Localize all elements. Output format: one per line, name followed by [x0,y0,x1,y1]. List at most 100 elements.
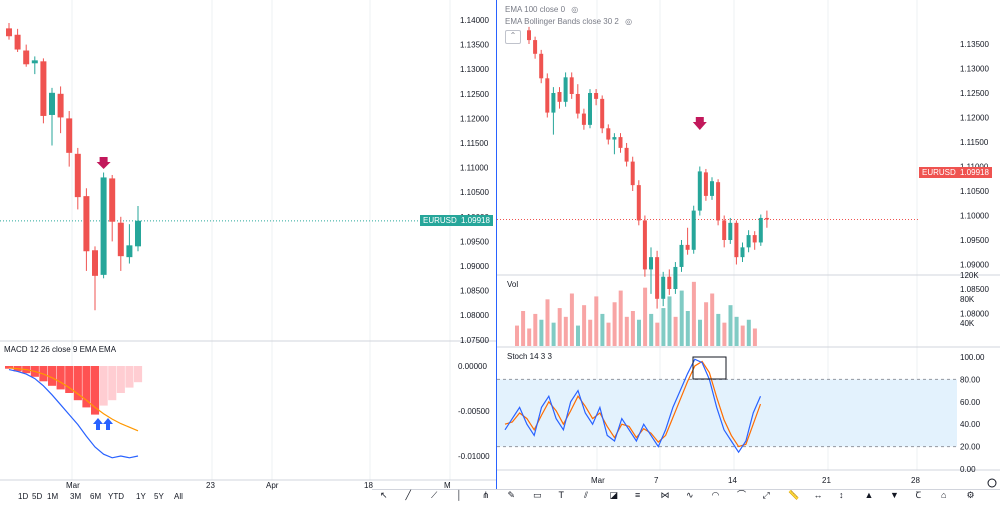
volume-bar [691,281,696,346]
fib-icon[interactable]: ≡ [635,490,641,500]
pitchfork-icon[interactable]: ⋔ [482,490,490,500]
candle [728,222,733,240]
timeframe-5y[interactable]: 5Y [154,492,164,501]
timeframe-ytd[interactable]: YTD [108,492,124,501]
candle [117,222,124,257]
price-axis-label: 1.07500 [460,336,489,345]
time-axis-label: 7 [654,476,659,485]
candle [6,28,12,37]
price-axis-label: 1.08500 [460,287,489,296]
legend-collapse-icon[interactable]: ⌃ [505,30,521,44]
rectangle-icon[interactable]: ▭ [533,490,542,500]
right-chart-canvas[interactable]: 1.135001.130001.125001.120001.115001.110… [497,0,1000,500]
right-legend: EMA 100 close 0 ◎ EMA Bollinger Bands cl… [505,4,632,44]
ray-icon[interactable]: ⟋ [431,490,438,500]
candle [649,257,653,270]
long-position-icon[interactable]: ▲ [864,490,874,500]
right-price-tag: EURUSD [919,167,959,178]
price-axis-label: 1.14000 [460,16,489,25]
stoch-axis-label: 60.00 [960,398,981,407]
candle [92,250,98,276]
eye-off-icon[interactable]: ◎ [625,17,633,26]
text-tool-icon[interactable]: Ꞇ [915,490,922,500]
left-price-tag-label: EURUSD [423,216,457,225]
legend-bollinger[interactable]: EMA Bollinger Bands close 30 2 ◎ [505,17,633,26]
candle [624,147,629,162]
candle [57,93,64,118]
macd-axis-label: -0.01000 [458,452,490,461]
volume-bar [716,313,721,346]
time-axis-label: Mar [66,481,80,490]
candle [691,210,696,250]
stoch-title: Stoch 14 3 3 [507,352,552,361]
candle [685,244,690,250]
candle [575,93,580,114]
trend-line-icon[interactable]: ╱ [405,490,411,500]
macd-histogram-bar [73,366,82,401]
volume-bar [679,290,684,346]
timeframe-1y[interactable]: 1Y [136,492,146,501]
price-axis-label: 1.10000 [960,212,989,221]
legend-ema-100[interactable]: EMA 100 close 0 ◎ [505,5,579,14]
date-range-icon[interactable]: ↔ [813,490,823,500]
timeframe-all[interactable]: All [174,492,183,501]
settings-icon[interactable]: ⚙ [966,490,975,500]
curve-icon[interactable]: ⌒ [737,490,747,500]
price-range-icon[interactable]: ↕ [839,490,844,500]
candle [630,161,635,186]
ruler-icon[interactable]: 📏 [788,490,800,500]
macd-histogram-bar [134,366,143,383]
volume-bar [557,308,562,346]
vertical-line-icon[interactable]: │ [456,490,463,500]
timeframe-3m[interactable]: 3M [70,492,82,501]
timeframe-5d[interactable]: 5D [32,492,43,501]
xabcd-icon[interactable]: ⋈ [660,490,670,500]
brush-icon[interactable]: ✎ [507,490,516,500]
candle [31,60,38,64]
price-axis-label: 1.12500 [460,90,489,99]
volume-bar [618,290,623,346]
price-axis-label: 1.09500 [960,236,989,245]
candle [697,171,702,211]
macd-histogram-bar [56,366,65,390]
magnet-icon[interactable]: ⌂ [941,490,947,500]
macd-line [8,369,139,459]
short-position-icon[interactable]: ▼ [890,490,899,500]
volume-bar [521,311,526,346]
left-chart[interactable]: 1.14000 1.13500 1.13000 1.12500 1.12000 1.115… [0,0,497,500]
volume-bar [612,302,617,346]
cursor-icon[interactable]: ↖ [380,490,388,500]
candle [710,181,714,196]
price-axis-label: 1.08500 [960,285,989,294]
volume-bar [685,311,690,346]
macd-axis-label: 0.00000 [458,362,487,371]
left-chart-canvas[interactable]: 1.14000 1.13500 1.13000 1.12500 1.12000 1.115… [0,0,496,500]
time-axis-label: 23 [206,481,215,490]
time-axis-label: Mar [591,476,605,485]
price-axis-label: 1.08000 [460,311,489,320]
volume-axis-label: 80K [960,295,975,304]
channel-icon[interactable]: ⫽ [584,490,589,500]
candle [764,217,769,220]
text-icon[interactable]: T [558,490,565,500]
projection-icon[interactable]: ⤢ [762,490,770,500]
volume-bar [649,313,654,346]
gann-icon[interactable]: ◪ [609,490,619,500]
candle [679,244,684,267]
arc-icon[interactable]: ◠ [711,490,720,500]
timeframe-1d[interactable]: 1D [18,492,29,501]
eye-off-icon[interactable]: ◎ [571,5,579,14]
wave-icon[interactable]: ∿ [686,490,694,500]
volume-bar [551,322,556,346]
candle [600,98,605,129]
timeframe-1m[interactable]: 1M [47,492,59,501]
timeframe-6m[interactable]: 6M [90,492,102,501]
drawing-toolbar: ↖ ╱ ⟋ │ ⋔ ✎ ▭ T ⫽ ◪ ≡ ⋈ ∿ ◠ ⌒ ⤢ 📏 ↔ ↕ ▲ ▼ Ꞇ ⌂ ⚙ [372,489,1000,501]
macd-title: MACD 12 26 close 9 EMA EMA [4,345,117,354]
right-chart[interactable]: 1.135001.130001.125001.120001.115001.110… [497,0,1000,500]
candle [40,61,47,116]
macd-histogram-bar [82,366,91,408]
highlight-box [692,356,727,380]
candle [642,220,647,270]
candle [49,92,55,115]
